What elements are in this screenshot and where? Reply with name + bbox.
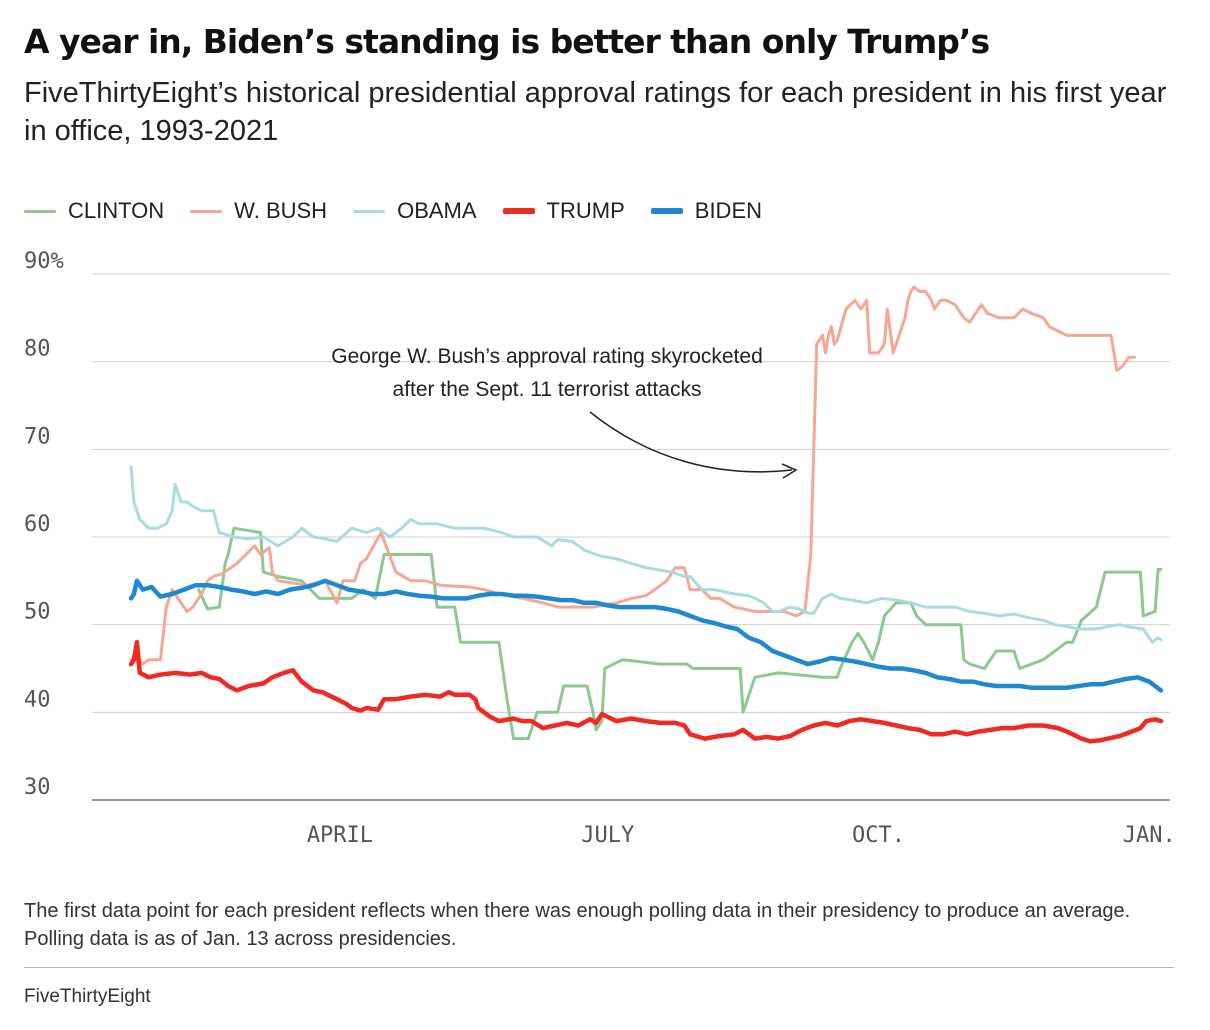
series-line-clinton bbox=[197, 526, 1163, 741]
annotation: George W. Bush’s approval rating skyrock… bbox=[331, 345, 798, 479]
legend-swatch bbox=[502, 208, 535, 214]
series-line-w-bush bbox=[129, 285, 1136, 666]
legend-item-w-bush: W. BUSH bbox=[190, 198, 327, 224]
chart-legend: CLINTON W. BUSH OBAMA TRUMP BIDEN bbox=[24, 198, 788, 224]
y-tick-label: 90% bbox=[24, 249, 64, 274]
footnote: The first data point for each president … bbox=[24, 900, 1131, 950]
y-tick-label: 60 bbox=[24, 512, 51, 537]
y-tick-label: 70 bbox=[24, 424, 51, 449]
legend-item-clinton: CLINTON bbox=[24, 198, 164, 224]
y-tick-label: 80 bbox=[24, 337, 51, 362]
legend-swatch bbox=[24, 209, 56, 213]
series-line-trump bbox=[128, 639, 1164, 744]
legend-label: W. BUSH bbox=[234, 198, 328, 223]
x-axis-tick-labels: APRIL JULY OCT. JAN. bbox=[307, 823, 1176, 848]
x-tick-label: JULY bbox=[581, 823, 634, 848]
legend-label: OBAMA bbox=[397, 198, 477, 223]
annotation-arrowhead bbox=[781, 463, 798, 479]
y-tick-label: 40 bbox=[24, 687, 51, 712]
x-tick-label: JAN. bbox=[1123, 823, 1176, 848]
x-tick-label: OCT. bbox=[852, 823, 905, 848]
divider bbox=[24, 967, 1174, 968]
legend-label: BIDEN bbox=[694, 198, 763, 223]
chart-subtitle: FiveThirtyEight’s historical presidentia… bbox=[24, 77, 1167, 147]
chart-title: A year in, Biden’s standing is better th… bbox=[24, 22, 990, 61]
annotation-arrow bbox=[589, 411, 793, 473]
legend-swatch bbox=[353, 209, 386, 213]
legend-swatch bbox=[190, 209, 223, 213]
series-line-biden bbox=[128, 578, 1164, 693]
legend-label: TRUMP bbox=[546, 198, 625, 223]
x-tick-label: APRIL bbox=[307, 823, 373, 848]
legend-item-trump: TRUMP bbox=[502, 198, 625, 224]
line-chart: 90% 80 70 60 50 40 30 APRIL JULY OCT. JAN. George… bbox=[24, 249, 1176, 848]
annotation-line-1: George W. Bush’s approval rating skyrock… bbox=[331, 345, 763, 368]
legend-label: CLINTON bbox=[68, 198, 165, 223]
series-lines bbox=[128, 285, 1164, 744]
y-tick-label: 30 bbox=[24, 775, 51, 800]
legend-item-obama: OBAMA bbox=[353, 198, 477, 224]
source-credit: FiveThirtyEight bbox=[24, 986, 151, 1007]
y-axis-tick-labels: 90% 80 70 60 50 40 30 bbox=[24, 249, 64, 800]
legend-swatch bbox=[650, 208, 683, 214]
gridlines bbox=[92, 273, 1170, 801]
legend-item-biden: BIDEN bbox=[650, 198, 763, 224]
y-tick-label: 50 bbox=[24, 600, 51, 625]
annotation-line-2: after the Sept. 11 terrorist attacks bbox=[393, 378, 702, 401]
series-line-obama bbox=[129, 465, 1163, 644]
